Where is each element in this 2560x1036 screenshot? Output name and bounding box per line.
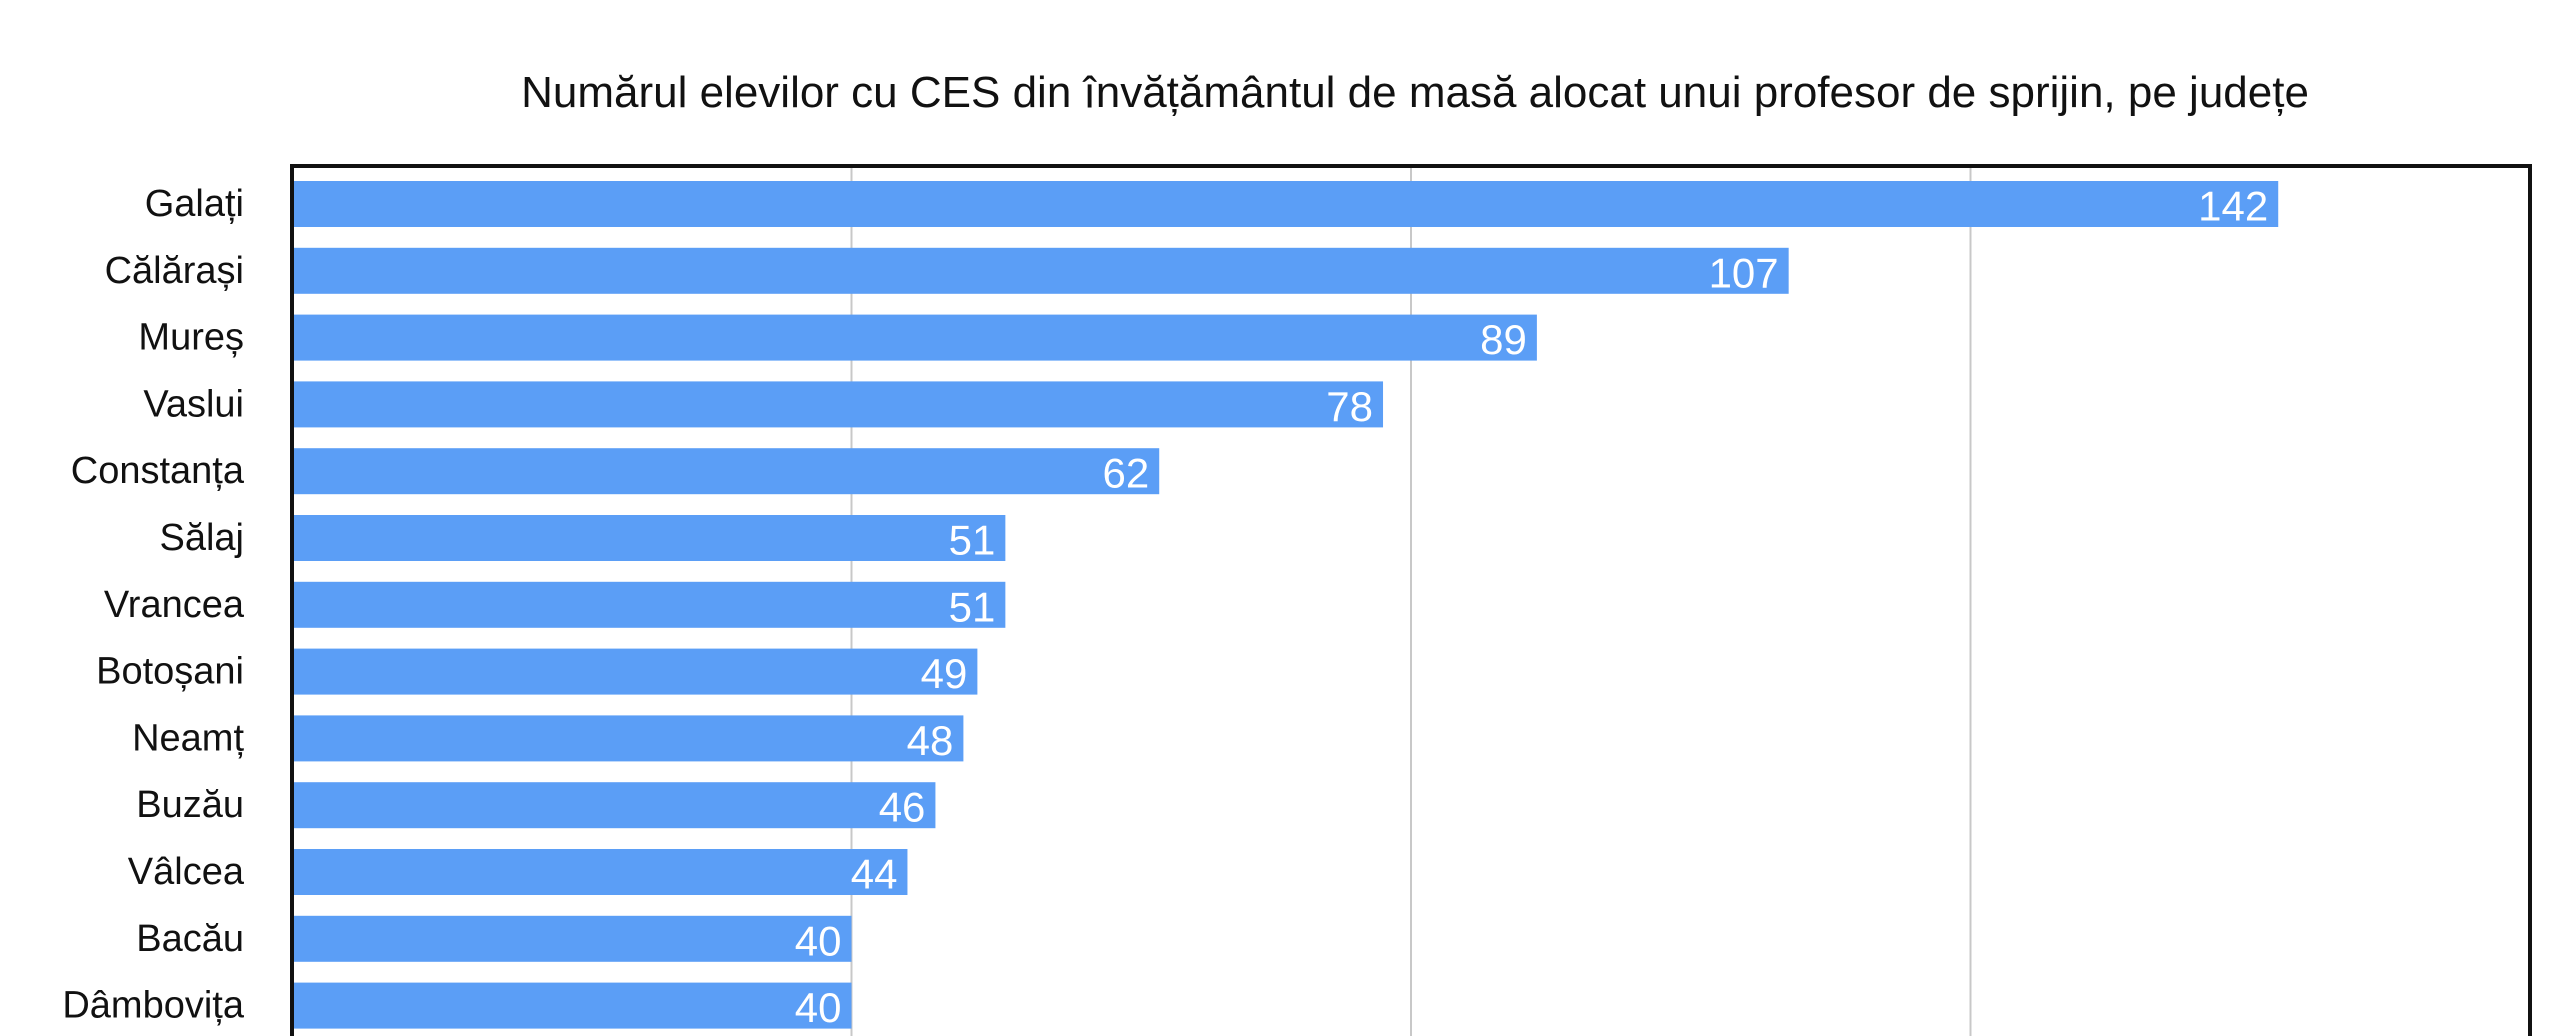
category-label: Vrancea <box>104 584 245 626</box>
bar <box>292 314 1537 361</box>
value-label: 51 <box>949 517 996 564</box>
bar <box>292 181 2279 227</box>
category-label: Vaslui <box>143 383 244 425</box>
value-label: 49 <box>921 650 968 697</box>
value-label: 142 <box>2198 183 2268 230</box>
bar <box>292 782 936 829</box>
bar <box>292 849 908 895</box>
category-labels: Galați Călărași Mureș Vaslui Constanța Sălaj V… <box>62 183 245 1027</box>
value-label: 89 <box>1480 316 1527 363</box>
category-label: Sălaj <box>160 517 245 559</box>
bars <box>292 181 2279 1029</box>
category-label: Constanța <box>71 450 245 492</box>
bar <box>292 515 1006 561</box>
value-label: 51 <box>949 583 996 630</box>
chart-title: Numărul elevilor cu CES din învățământul… <box>521 68 2309 117</box>
category-label: Dâmbovița <box>62 985 244 1027</box>
bar <box>292 581 1006 628</box>
value-label: 48 <box>907 717 954 764</box>
value-label: 62 <box>1103 450 1150 497</box>
bar <box>292 915 852 962</box>
category-label: Călărași <box>105 250 244 292</box>
category-label: Mureș <box>138 317 244 359</box>
bar <box>292 715 964 762</box>
category-label: Neamț <box>132 717 244 759</box>
bar <box>292 381 1384 428</box>
bar <box>292 448 1160 495</box>
bar <box>292 247 1789 294</box>
value-label: 40 <box>795 984 842 1031</box>
category-label: Bacău <box>136 918 244 960</box>
bar <box>292 982 852 1029</box>
category-label: Buzău <box>136 784 244 826</box>
category-label: Botoșani <box>96 651 244 693</box>
value-label: 78 <box>1326 383 1373 430</box>
gridlines <box>850 166 1972 1036</box>
category-label: Vâlcea <box>128 851 245 893</box>
value-label: 40 <box>795 917 842 964</box>
category-label: Galați <box>145 183 244 225</box>
value-label: 44 <box>851 851 898 898</box>
value-label: 107 <box>1709 249 1779 296</box>
value-label: 46 <box>879 784 926 831</box>
plot-frame <box>290 164 2532 1036</box>
bar <box>292 648 978 695</box>
